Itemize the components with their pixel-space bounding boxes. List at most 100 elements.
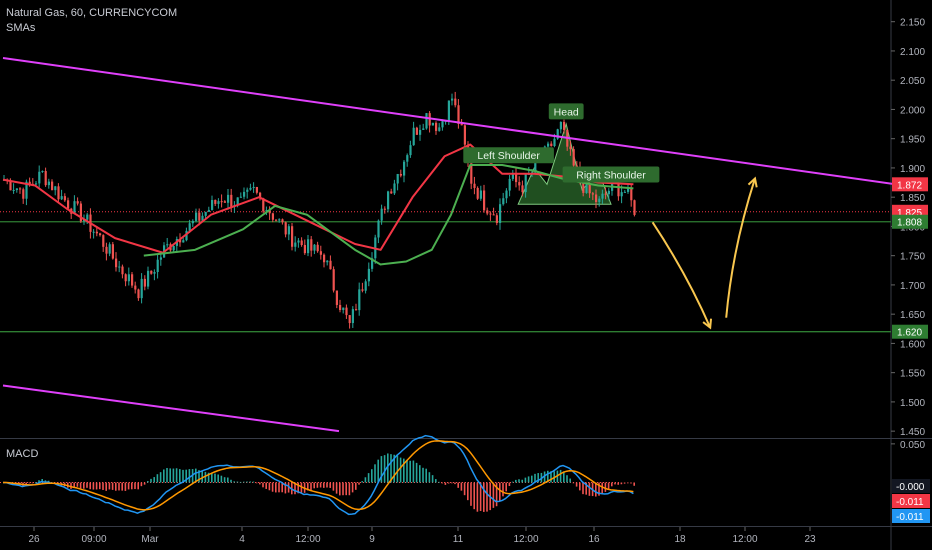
macd-histogram-bar: [262, 482, 264, 488]
macd-histogram-bar: [294, 482, 296, 495]
symbol-title[interactable]: Natural Gas, 60, CURRENCYCOM: [6, 7, 178, 19]
macd-histogram-bar: [470, 482, 472, 506]
x-tick-label: 18: [674, 534, 686, 545]
candle-body: [15, 188, 18, 190]
macd-histogram-bar: [150, 478, 152, 483]
macd-histogram-bar: [425, 468, 427, 483]
candle-body: [431, 122, 434, 126]
candle-body: [358, 289, 361, 311]
macd-histogram-bar: [182, 469, 184, 483]
candle-body: [153, 272, 156, 274]
x-tick-label: 12:00: [513, 534, 538, 545]
macd-tick-label: 0.050: [900, 440, 925, 451]
macd-histogram-bar: [390, 454, 392, 483]
y-tick-label: 1.600: [900, 339, 925, 350]
price-badge: [892, 324, 928, 339]
macd-title[interactable]: MACD: [6, 448, 39, 460]
candle-body: [79, 203, 82, 222]
candle-body: [479, 190, 482, 199]
macd-histogram-bar: [387, 453, 389, 483]
macd-histogram-bar: [307, 482, 309, 491]
macd-histogram-bar: [76, 482, 79, 487]
candle-body: [137, 289, 140, 299]
macd-histogram-bar: [358, 482, 360, 485]
candle-body: [630, 188, 633, 201]
macd-histogram-bar: [332, 482, 335, 491]
indicator-legend[interactable]: SMAs: [6, 22, 36, 34]
macd-histogram-bar: [137, 482, 139, 490]
candle-body: [355, 309, 358, 311]
macd-histogram-bar: [79, 482, 82, 489]
macd-histogram-bar: [275, 482, 277, 493]
y-tick-label: 1.700: [900, 281, 925, 292]
candle-body: [310, 239, 313, 251]
macd-histogram-bar: [169, 468, 171, 483]
candle-body: [9, 180, 12, 191]
candle-body: [489, 213, 492, 215]
pattern-label-box: [562, 166, 660, 183]
macd-histogram-bar: [454, 482, 456, 485]
macd-histogram-bar: [534, 473, 536, 483]
macd-histogram-bar: [393, 454, 395, 483]
macd-histogram-bar: [607, 482, 610, 490]
pattern-label: Left Shoulder: [477, 150, 540, 162]
candle-body: [371, 258, 374, 269]
candle-body: [633, 200, 636, 215]
projection-arrow: [651, 221, 712, 329]
pattern-label: Head: [554, 106, 579, 118]
sma-fast-line: [2, 143, 634, 254]
macd-histogram-bar: [217, 474, 219, 483]
candle-body: [499, 204, 502, 223]
candle-body: [303, 245, 306, 254]
candle-body: [393, 183, 396, 194]
macd-histogram-bar: [38, 480, 40, 483]
macd-histogram-bar: [179, 469, 181, 483]
macd-histogram-bar: [140, 482, 143, 487]
candle-body: [412, 127, 415, 146]
candle-body: [438, 127, 441, 131]
candle-body: [294, 242, 297, 247]
candle-body: [38, 171, 41, 184]
macd-histogram-bar: [483, 482, 485, 512]
candle-body: [588, 183, 591, 194]
macd-histogram-bar: [575, 482, 578, 487]
candle-body: [572, 149, 575, 166]
candle-body: [252, 186, 255, 188]
candle-body: [319, 251, 322, 255]
macd-histogram-bar: [531, 475, 533, 483]
macd-histogram-bar: [95, 482, 98, 490]
macd-histogram-bar: [70, 482, 72, 489]
sma-slow-line: [143, 164, 634, 266]
projection-arrow: [725, 178, 756, 318]
candle-body: [291, 226, 294, 247]
macd-histogram-bar: [351, 482, 354, 493]
macd-histogram-bar: [399, 457, 402, 483]
candle-body: [409, 145, 412, 156]
candle-body: [281, 219, 284, 223]
macd-histogram-bar: [543, 471, 546, 483]
candle-body: [60, 196, 63, 200]
candle-body: [380, 208, 383, 221]
candle-body: [607, 190, 610, 195]
candle-body: [271, 213, 274, 220]
candle-body: [166, 244, 169, 246]
candle-body: [131, 274, 134, 286]
macd-histogram-bar: [259, 482, 261, 485]
macd-histogram-bar: [572, 482, 575, 484]
candle-body: [262, 198, 265, 212]
macd-histogram-bar: [479, 482, 482, 511]
macd-histogram-bar: [438, 481, 440, 483]
candle-body: [255, 186, 258, 193]
candle-body: [230, 194, 233, 207]
pattern-label-box: [548, 103, 584, 120]
macd-histogram-bar: [278, 482, 280, 493]
macd-histogram-bar: [505, 482, 507, 492]
macd-histogram-bar: [239, 481, 242, 483]
candle-body: [441, 121, 444, 128]
candle-body: [12, 189, 15, 191]
candle-body: [268, 210, 271, 214]
candle-body: [236, 197, 239, 206]
candle-body: [502, 198, 505, 205]
candle-body: [611, 178, 614, 191]
